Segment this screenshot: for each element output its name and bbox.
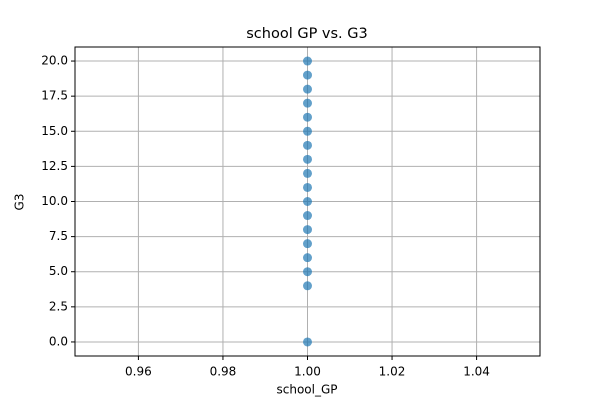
plot-frame [74,46,541,357]
x-tick-label: 0.96 [125,365,152,379]
point [303,84,312,94]
y-axis-label: G3 [13,194,27,211]
y-tick-label: 10.0 [41,194,68,208]
x-tick-label: 0.98 [210,365,237,379]
point [303,140,312,150]
point [303,211,312,221]
x-axis-label: school_GP [276,383,337,397]
point [303,281,312,291]
y-tick-label: 0.0 [49,334,68,348]
point [303,197,312,206]
y-tick-label: 5.0 [49,264,68,278]
point [303,70,312,80]
point [303,126,312,136]
chart-title: school GP vs. G3 [246,26,368,42]
x-tick-label: 1.00 [294,365,321,379]
y-tick-label: 2.5 [49,299,68,313]
y-tick-label: 15.0 [41,124,68,138]
point [303,98,312,108]
x-tick-label: 1.02 [379,365,406,379]
point [303,182,312,192]
point [303,239,312,249]
point [303,253,312,263]
point [303,112,312,122]
point [303,154,312,164]
y-tick-label: 7.5 [49,229,68,243]
point [303,337,312,347]
y-tick-label: 12.5 [41,159,68,173]
y-tick-label: 17.5 [41,89,68,103]
point [303,168,312,178]
x-tick-label: 1.04 [463,365,490,379]
y-tick-label: 20.0 [41,54,68,68]
point [303,225,312,235]
point [303,267,312,277]
point [303,56,312,66]
